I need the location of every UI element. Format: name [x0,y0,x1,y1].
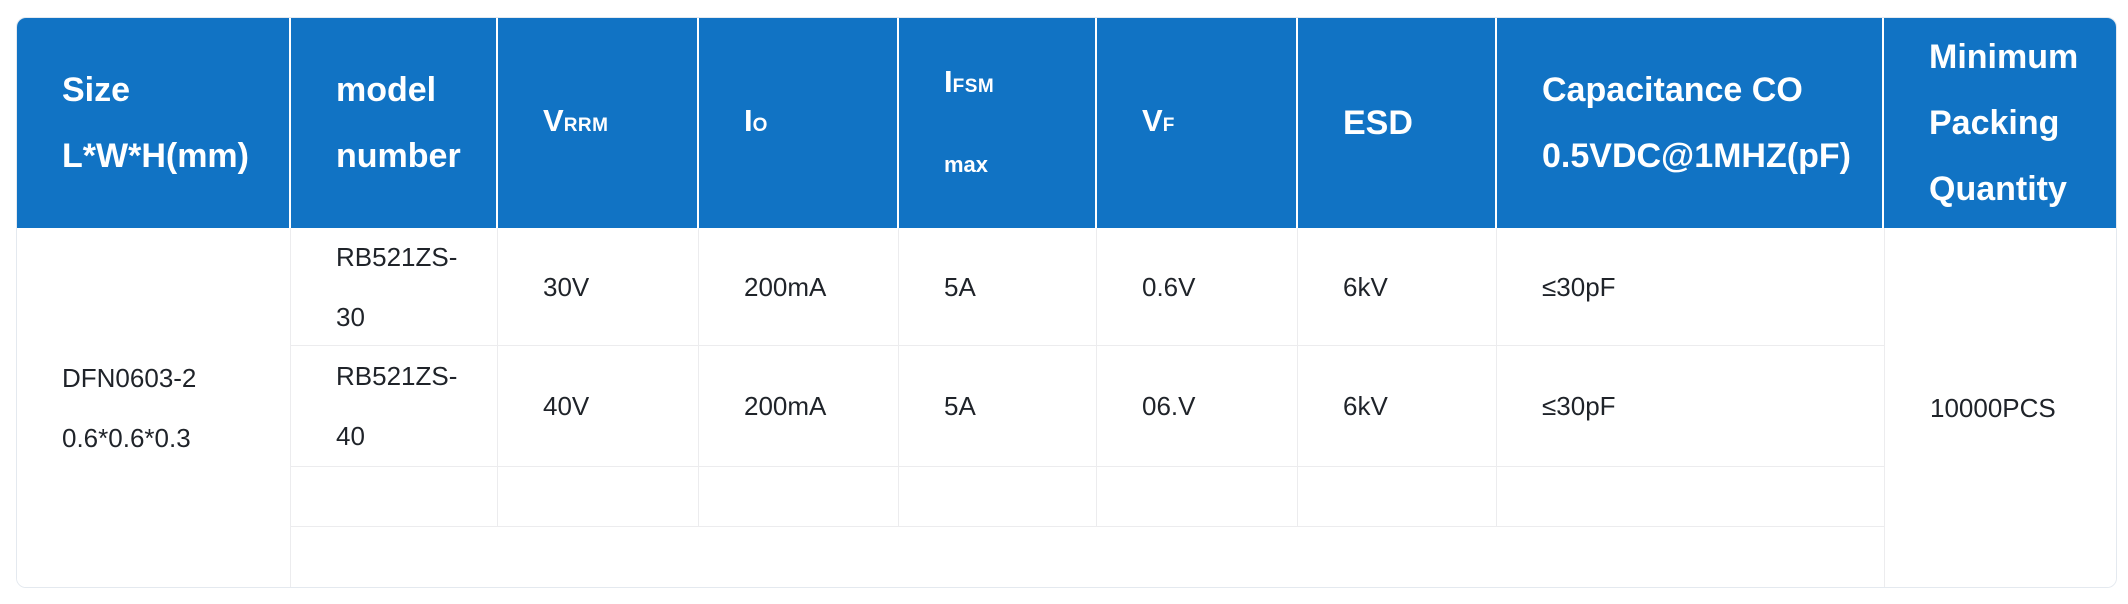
header-model-line1: model [336,71,437,109]
header-esd: ESD [1298,18,1497,228]
header-vf: VF [1097,18,1298,228]
cell-capacitance-row1: ≤30pF [1497,228,1884,346]
cell-model-row1: RB521ZS- 30 [291,228,498,346]
cell-model-row1-line1: RB521ZS- [336,241,458,272]
cell-model-row2-line1: RB521ZS- [336,361,458,391]
cell-empty-model [291,467,498,527]
cell-size: DFN0603-2 0.6*0.6*0.3 [17,228,291,587]
cell-vrrm-row2: 40V [498,346,699,467]
header-vf-symbol: VF [1142,102,1175,138]
header-ifsm-max: IFSM max [899,18,1097,228]
product-spec-table: Size L*W*H(mm) model number VRRM IO IFSM… [16,17,2117,588]
cell-esd-row1: 6kV [1298,228,1497,346]
header-capacitance: Capacitance CO 0.5VDC@1MHZ(pF) [1497,18,1884,228]
header-packing-line3: Quantity [1929,170,2067,208]
header-size: Size L*W*H(mm) [17,18,291,228]
header-packing-line1: Minimum [1929,38,2079,76]
cell-empty-vf [1097,467,1298,527]
cell-vf-row1: 0.6V [1097,228,1298,346]
cell-empty-vrrm [498,467,699,527]
header-capacitance-line1: Capacitance CO [1542,71,1803,109]
cell-model-row2: RB521ZS- 40 [291,346,498,467]
header-size-line1: Size [62,71,131,109]
cell-ifsm-row1: 5A [899,228,1097,346]
header-esd-label: ESD [1343,104,1413,142]
header-ifsm-symbol: IFSM [944,63,995,99]
header-io-symbol: IO [744,102,768,138]
header-vrrm-symbol: VRRM [543,102,609,138]
cell-empty-bottom-row [291,527,1884,587]
cell-vf-row2: 06.V [1097,346,1298,467]
header-size-line2: L*W*H(mm) [62,137,249,175]
cell-size-line2: 0.6*0.6*0.3 [62,422,191,453]
cell-io-row2: 200mA [699,346,899,467]
cell-size-line1: DFN0603-2 [62,362,197,393]
cell-ifsm-row2: 5A [899,346,1097,467]
header-ifsm-max-label: max [944,151,989,177]
header-vrrm: VRRM [498,18,699,228]
header-packing-line2: Packing [1929,104,2060,142]
header-capacitance-line2: 0.5VDC@1MHZ(pF) [1542,137,1851,175]
cell-model-row2-line2: 40 [336,421,365,451]
header-min-packing-quantity: Minimum Packing Quantity [1884,18,2116,228]
cell-esd-row2: 6kV [1298,346,1497,467]
cell-io-row1: 200mA [699,228,899,346]
cell-capacitance-row2: ≤30pF [1497,346,1884,467]
header-model-number: model number [291,18,498,228]
cell-model-row1-line2: 30 [336,301,365,332]
cell-min-packing-quantity: 10000PCS [1884,228,2116,587]
header-io: IO [699,18,899,228]
cell-empty-esd [1298,467,1497,527]
cell-empty-io [699,467,899,527]
cell-empty-capacitance [1497,467,1884,527]
cell-empty-ifsm [899,467,1097,527]
header-model-line2: number [336,137,461,175]
cell-vrrm-row1: 30V [498,228,699,346]
